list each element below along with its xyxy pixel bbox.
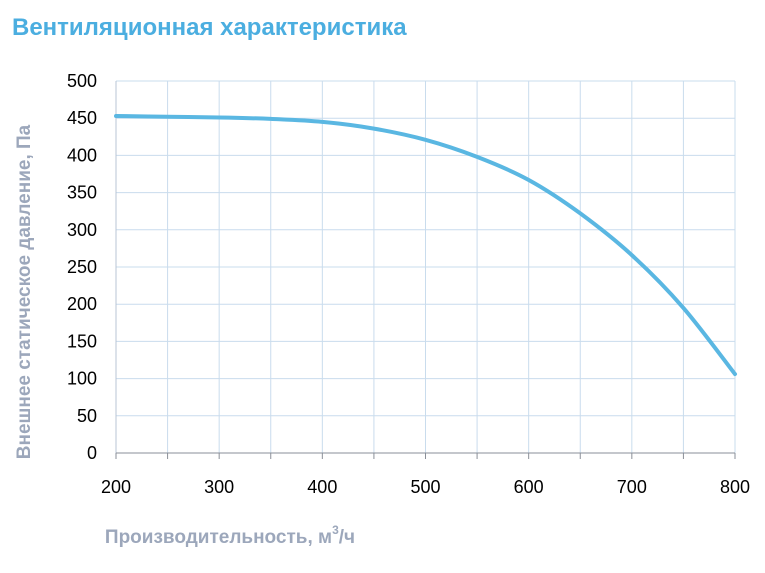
x-tick-label: 300 [204, 477, 234, 497]
y-axis-label: Внешнее статическое давление, Па [14, 124, 35, 459]
y-tick-label: 300 [67, 220, 97, 240]
y-tick-label: 500 [67, 71, 97, 91]
x-tick-label: 600 [514, 477, 544, 497]
axis-layer [115, 81, 736, 459]
x-tick-label: 400 [307, 477, 337, 497]
chart-title: Вентиляционная характеристика [12, 14, 407, 41]
y-tick-label: 450 [67, 108, 97, 128]
x-axis-label: Производительность, м3/ч [105, 523, 355, 548]
y-tick-label: 350 [67, 183, 97, 203]
series-layer [114, 114, 737, 377]
y-tick-label: 0 [87, 443, 97, 463]
y-tick-label: 50 [77, 406, 97, 426]
x-tick-label: 800 [720, 477, 750, 497]
x-tick-label: 200 [101, 477, 131, 497]
series-line [114, 114, 737, 377]
x-tick-label: 700 [617, 477, 647, 497]
y-tick-label: 250 [67, 257, 97, 277]
y-tick-label: 200 [67, 294, 97, 314]
tick-layer: 0 50 100 150 200 250 300 350 400 450 500 200 300 400 5… [67, 71, 750, 497]
y-tick-label: 100 [67, 369, 97, 389]
y-tick-label: 150 [67, 331, 97, 351]
x-tick-label: 500 [410, 477, 440, 497]
y-tick-label: 400 [67, 145, 97, 165]
